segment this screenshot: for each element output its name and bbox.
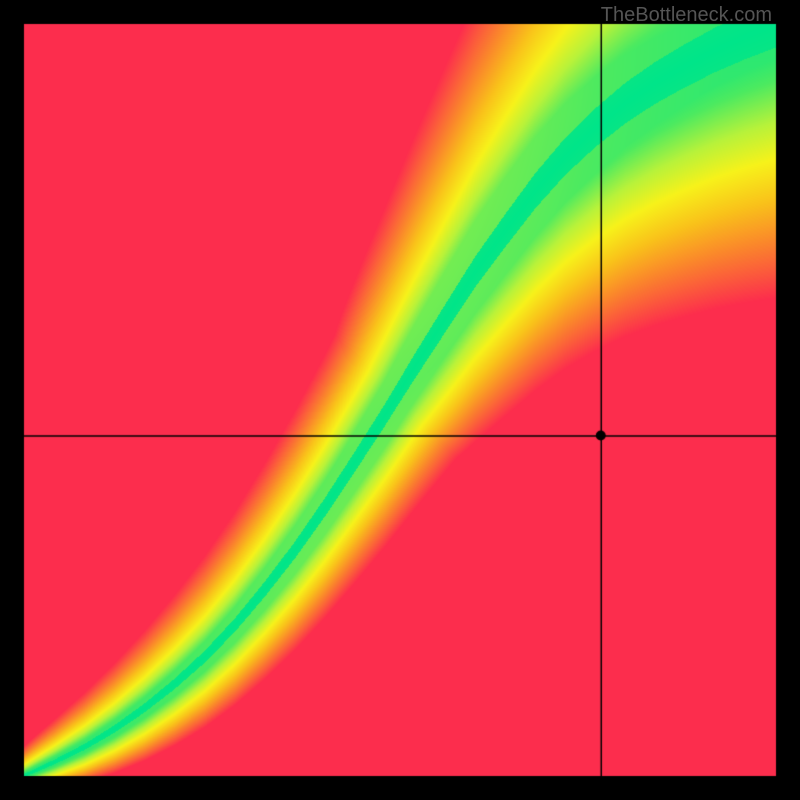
chart-container: TheBottleneck.com bbox=[0, 0, 800, 800]
bottleneck-heatmap bbox=[0, 0, 800, 800]
watermark-text: TheBottleneck.com bbox=[601, 4, 772, 27]
